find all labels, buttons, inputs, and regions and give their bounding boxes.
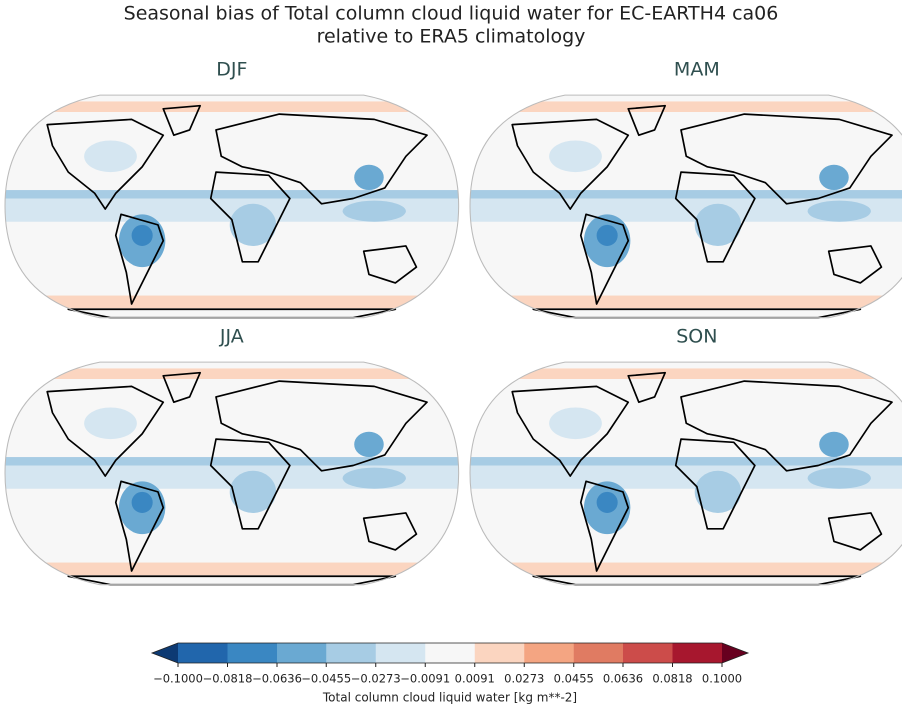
colorbar-bin: [277, 643, 327, 663]
map-panel: [5, 95, 459, 318]
colorbar-tick-label: 0.0818: [652, 672, 692, 686]
colorbar-tick-label: −0.0091: [400, 672, 450, 686]
colorbar-bin: [573, 643, 624, 663]
colorbar-bin: [622, 643, 673, 663]
colorbar-extend-low: [152, 643, 178, 663]
colorbar-label: Total column cloud liquid water [kg m**-…: [322, 691, 577, 705]
panel-title: MAM: [674, 59, 720, 81]
colorbar-tick-label: −0.0273: [351, 672, 401, 686]
subtitle: relative to ERA5 climatology: [317, 26, 586, 48]
colorbar-bin: [524, 643, 575, 663]
panel-title: JJA: [219, 326, 244, 348]
colorbar-bin: [375, 643, 426, 663]
map-panel: [470, 362, 902, 585]
colorbar-tick-label: 0.0455: [554, 672, 594, 686]
colorbar-tick-label: 0.1000: [702, 672, 742, 686]
colorbar-tick-label: −0.1000: [153, 672, 203, 686]
colorbar-bin: [425, 643, 476, 663]
colorbar-tick-label: −0.0818: [203, 672, 253, 686]
panel-title: SON: [676, 326, 717, 348]
colorbar-tick-label: −0.0636: [252, 672, 302, 686]
colorbar-tick-label: 0.0273: [504, 672, 544, 686]
colorbar-extend-high: [722, 643, 748, 663]
colorbar-bin: [474, 643, 525, 663]
title: Seasonal bias of Total column cloud liqu…: [124, 3, 779, 25]
map-panel: [5, 362, 459, 585]
colorbar-tick-label: −0.0455: [301, 672, 351, 686]
colorbar-bin: [227, 643, 278, 663]
colorbar-tick-label: 0.0091: [455, 672, 495, 686]
colorbar-tick-label: 0.0636: [603, 672, 643, 686]
colorbar-bin: [326, 643, 377, 663]
colorbar-bin: [178, 643, 229, 663]
colorbar-bin: [672, 643, 723, 663]
panel-title: DJF: [216, 59, 247, 81]
map-panel: [470, 95, 902, 318]
